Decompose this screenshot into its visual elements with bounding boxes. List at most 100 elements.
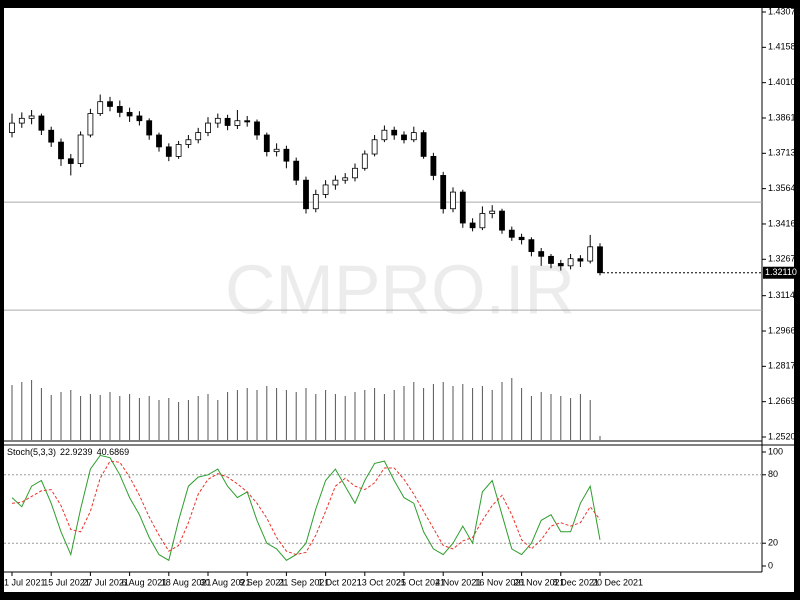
- x-tick-label: 25 Oct 2021: [396, 577, 445, 587]
- x-tick-label: 18 Aug 2021: [161, 577, 212, 587]
- candle-body: [9, 122, 15, 134]
- candle-body: [410, 132, 417, 141]
- candle-body: [303, 179, 309, 210]
- candle-body: [479, 213, 486, 229]
- candle-body: [18, 117, 25, 124]
- y-tick-label: 1.35645: [768, 183, 800, 193]
- candle-body: [557, 263, 564, 267]
- y-tick-label: 1.29660: [768, 325, 800, 335]
- candle-body: [518, 236, 525, 241]
- candle-body: [97, 101, 104, 114]
- x-tick-label: 20 Dec 2021: [592, 577, 643, 587]
- watermark: CMPRO.IR: [225, 250, 575, 328]
- candle-body: [401, 134, 407, 141]
- candle-body: [205, 122, 211, 134]
- candle-body: [185, 139, 192, 145]
- stoch-header-part: Stoch(5,3,3): [7, 447, 56, 457]
- y-tick-label: 1.31145: [768, 290, 800, 300]
- y-tick-label: 1.37130: [768, 148, 800, 158]
- candle-body: [67, 158, 74, 164]
- candle-body: [312, 194, 319, 210]
- candle-body: [214, 117, 221, 124]
- candle-body: [361, 153, 368, 169]
- candle-body: [175, 144, 182, 157]
- canvas: [4, 8, 794, 592]
- candle-body: [420, 132, 427, 157]
- candle-body: [332, 179, 339, 186]
- candle-body: [87, 113, 94, 136]
- candle-body: [107, 101, 113, 107]
- candle-body: [273, 148, 280, 153]
- candle-body: [597, 246, 603, 274]
- last-price-box: [763, 266, 794, 279]
- candle-body: [489, 210, 496, 214]
- x-tick-label: 6 Aug 2021: [122, 577, 168, 587]
- y-tick-label: 1.32675: [768, 254, 800, 264]
- candle-body: [587, 246, 594, 262]
- candle-body: [322, 184, 329, 195]
- x-tick-label: 26 Nov 2021: [514, 577, 565, 587]
- stoch-y-tick-label: 0: [768, 560, 773, 570]
- x-tick-label: 4 Nov 2021: [435, 577, 481, 587]
- candle-body: [165, 146, 172, 157]
- y-tick-label: 1.41585: [768, 42, 800, 52]
- x-tick-label: 1 Oct 2021: [318, 577, 362, 587]
- candle-body: [371, 139, 378, 155]
- candle-body: [146, 120, 153, 136]
- candle-body: [430, 156, 437, 176]
- candle-body: [450, 191, 456, 210]
- x-tick-label: 8 Dec 2021: [553, 577, 599, 587]
- y-tick-label: 1.28175: [768, 361, 800, 371]
- candle-body: [283, 148, 290, 162]
- candle-body: [48, 129, 55, 143]
- candle-body: [38, 115, 45, 131]
- candle-body: [469, 222, 476, 229]
- stoch-y-tick-label: 100: [768, 446, 783, 456]
- candle-body: [567, 258, 574, 267]
- candle-body: [28, 115, 35, 119]
- y-tick-label: 1.25205: [768, 431, 800, 441]
- candle-body: [352, 167, 358, 179]
- candle-body: [538, 251, 545, 257]
- x-tick-label: 1 Jul 2021: [4, 577, 46, 587]
- candle-body: [342, 177, 349, 181]
- stoch-header-part: 40.6869: [97, 447, 130, 457]
- candle-body: [577, 258, 584, 262]
- candle-body: [263, 134, 270, 153]
- candle-body: [244, 120, 251, 123]
- x-tick-label: 27 Jul 2021: [82, 577, 129, 587]
- candle-body: [224, 117, 231, 126]
- candle-body: [440, 175, 447, 210]
- candle-body: [195, 132, 202, 141]
- stoch-y-tick-label: 80: [768, 469, 778, 479]
- candle-body: [234, 120, 241, 126]
- y-tick-label: 1.38615: [768, 112, 800, 122]
- candle-body: [156, 134, 162, 148]
- candle-body: [499, 210, 505, 231]
- x-tick-label: 13 Oct 2021: [357, 577, 406, 587]
- stoch-k-line: [11, 454, 601, 562]
- candle-body: [508, 229, 515, 238]
- y-tick-label: 1.43070: [768, 6, 800, 16]
- candle-body: [391, 129, 398, 136]
- candle-body: [116, 106, 123, 113]
- last-price-label: 1.32110: [765, 267, 797, 277]
- candle-body: [58, 141, 64, 160]
- candle-body: [77, 134, 84, 164]
- x-tick-label: 16 Nov 2021: [474, 577, 525, 587]
- candle-body: [548, 255, 554, 264]
- y-tick-label: 1.40100: [768, 77, 800, 87]
- y-tick-label: 1.26690: [768, 396, 800, 406]
- candle-body: [459, 191, 466, 224]
- stoch-header-part: 22.9239: [60, 447, 93, 457]
- x-tick-label: 9 Sep 2021: [239, 577, 285, 587]
- y-tick-label: 1.34160: [768, 218, 800, 228]
- x-tick-label: 30 Aug 2021: [200, 577, 251, 587]
- candle-body: [293, 160, 300, 181]
- stoch-header: Stoch(5,3,3) 22.9239 40.6869: [7, 447, 129, 457]
- candle-body: [136, 115, 143, 122]
- candle-body: [528, 239, 535, 252]
- candle-body: [381, 129, 388, 141]
- x-tick-label: 21 Sep 2021: [278, 577, 329, 587]
